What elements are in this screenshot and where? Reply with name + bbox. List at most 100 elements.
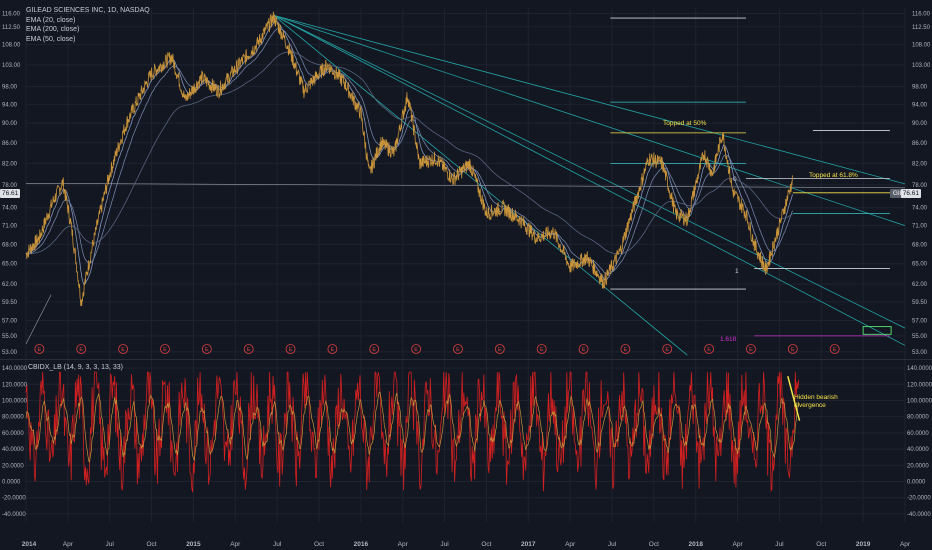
- pane-divider[interactable]: [0, 359, 932, 360]
- earnings-marker: [578, 344, 589, 354]
- price-line: [25, 11, 793, 307]
- earnings-marker: [327, 344, 338, 354]
- earnings-marker: [829, 344, 840, 354]
- y-tick-label-right: 62.00: [912, 282, 928, 288]
- y-tick-label-left: 55.00: [2, 334, 18, 340]
- earnings-marker: [118, 344, 129, 354]
- trend-line: [273, 15, 906, 185]
- x-tick-label: Oct: [816, 541, 826, 548]
- indicator-signal-line: [25, 391, 800, 463]
- y-tick-label-left: 78.00: [2, 183, 18, 189]
- y-tick-label-left: 65.00: [2, 262, 18, 268]
- earnings-marker-label: E: [372, 347, 376, 353]
- indicator-title[interactable]: CBIDX_LB (14, 9, 3, 3, 13, 33): [28, 364, 123, 371]
- divergence-line: [787, 375, 801, 421]
- earnings-marker: [76, 344, 87, 354]
- x-tick-label: Apr: [398, 541, 409, 548]
- earnings-marker: [160, 344, 170, 354]
- x-tick-label: Jul: [775, 541, 784, 548]
- earnings-marker: [411, 344, 422, 354]
- x-tick-label: 2014: [22, 541, 37, 548]
- y-tick-label-left: 98.00: [2, 84, 18, 90]
- earnings-marker-label: E: [38, 347, 42, 353]
- y-tick-label-left: 108.00: [2, 42, 21, 48]
- earnings-marker-label: E: [833, 347, 837, 353]
- x-tick-label: Jul: [273, 541, 282, 548]
- y-tick-label-left: 103.00: [2, 63, 21, 69]
- fib-levels: [610, 17, 892, 337]
- x-tick-label: Apr: [733, 541, 744, 548]
- ind-y-tick-left: 60.0000: [2, 431, 24, 437]
- y-tick-label-right: 65.00: [912, 262, 928, 268]
- y-tick-label-left: 59.50: [2, 300, 18, 306]
- y-tick-label-right: 71.00: [912, 224, 928, 230]
- y-tick-label-right: 103.00: [912, 63, 931, 69]
- ind-y-tick-right: 140.0000: [907, 366, 932, 372]
- y-tick-label-left: 86.00: [2, 141, 18, 147]
- y-tick-label-left: 74.00: [2, 206, 18, 212]
- y-tick-label-right: 108.00: [912, 42, 931, 48]
- earnings-marker-label: E: [665, 347, 669, 353]
- earnings-marker-label: E: [456, 347, 460, 353]
- support-line: [25, 183, 906, 189]
- y-tick-label-left: 53.00: [2, 350, 18, 356]
- y-tick-label-right: 68.00: [912, 242, 928, 248]
- earnings-marker-label: E: [163, 347, 167, 353]
- y-tick-label-right: 78.00: [912, 183, 928, 189]
- y-tick-label-right: 116.00: [912, 12, 931, 18]
- fib-label-0: 0: [733, 176, 737, 183]
- earnings-marker: [787, 344, 798, 354]
- y-tick-label-left: 68.00: [2, 242, 18, 248]
- legend-ema20[interactable]: EMA (20, close): [26, 16, 76, 24]
- y-tick-label-right: 59.50: [912, 300, 928, 306]
- x-tick-label: 2016: [354, 541, 369, 548]
- divergence-line-2: divergence: [794, 402, 826, 409]
- indicator-series: [25, 371, 801, 493]
- y-tick-label-right: 98.00: [912, 84, 928, 90]
- earnings-marker: [453, 344, 463, 354]
- earnings-marker: [662, 344, 673, 354]
- y-tick-label-right: 82.00: [912, 161, 928, 167]
- earnings-marker: [34, 344, 45, 354]
- fib-label-1: 1: [735, 268, 739, 275]
- x-tick-label: Jul: [608, 541, 617, 548]
- earnings-marker-label: E: [414, 347, 418, 353]
- earnings-marker-label: E: [749, 347, 753, 353]
- y-tick-label-right: 94.00: [912, 102, 928, 108]
- earnings-marker: [494, 344, 505, 354]
- ind-y-tick-right: -20.0000: [907, 496, 931, 502]
- y-tick-label-right: 112.50: [912, 25, 931, 31]
- ind-y-tick-left: 100.0000: [2, 398, 28, 404]
- grid: [25, 8, 906, 522]
- ema200-line: [26, 51, 793, 255]
- target-box: [862, 326, 892, 335]
- trend-line: [273, 15, 906, 346]
- divergence-line-1: Hidden bearish: [794, 394, 838, 401]
- earnings-marker: [746, 344, 756, 354]
- y-tick-label-left: 90.00: [2, 121, 18, 127]
- x-tick-label: Oct: [649, 541, 659, 548]
- earnings-marker-label: E: [79, 347, 83, 353]
- earnings-marker: [620, 344, 631, 354]
- chart-title: GILEAD SCIENCES INC, 1D, NASDAQ: [26, 7, 150, 14]
- ind-y-tick-left: 120.0000: [2, 382, 28, 388]
- trend-line: [273, 15, 906, 329]
- y-tick-label-left: 62.00: [2, 282, 18, 288]
- x-tick-label: Apr: [900, 541, 911, 548]
- ind-y-tick-left: 0.0000: [2, 479, 21, 485]
- x-tick-label: Apr: [63, 541, 74, 548]
- earnings-marker-label: E: [791, 347, 795, 353]
- trend-line: [273, 15, 906, 226]
- indicator-line: [25, 371, 800, 493]
- y-tick-label-left: 71.00: [2, 224, 18, 230]
- ind-y-tick-right: 100.0000: [907, 398, 932, 404]
- symbol-tag: GILD: [889, 189, 911, 198]
- x-tick-label: Oct: [147, 541, 157, 548]
- ind-y-tick-right: 40.0000: [907, 447, 929, 453]
- legend-ema50[interactable]: EMA (50, close): [26, 35, 76, 43]
- legend-ema200[interactable]: EMA (200, close): [26, 26, 80, 33]
- ind-y-tick-left: 40.0000: [2, 447, 24, 453]
- ind-y-tick-right: 20.0000: [907, 463, 929, 469]
